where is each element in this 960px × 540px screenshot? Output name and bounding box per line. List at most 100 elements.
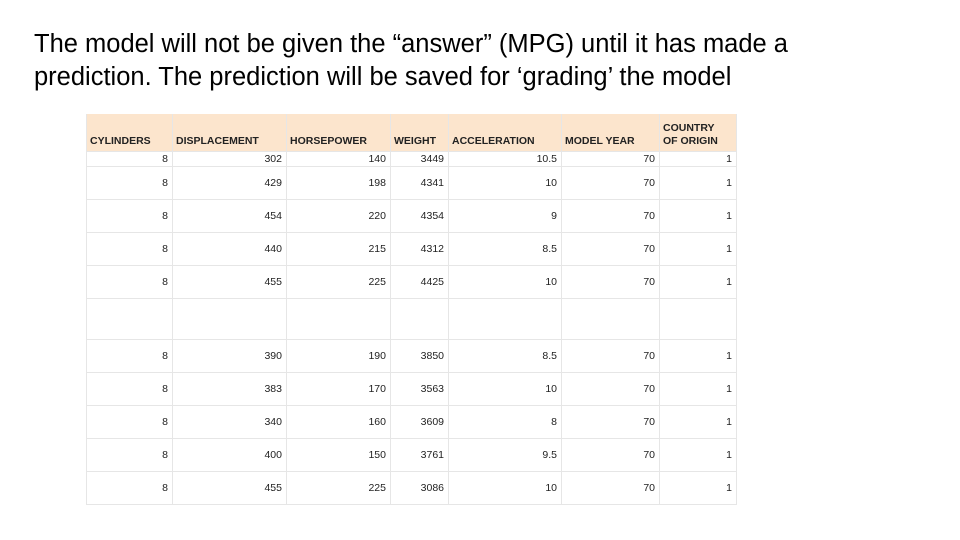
table-cell-country-of-origin: 1 [659, 471, 737, 505]
table-cell-acceleration: 8.5 [448, 232, 562, 266]
table-cell-country-of-origin [659, 298, 737, 340]
table-row: 8 302 140 3449 10.5 70 1 [86, 151, 737, 167]
table-cell-horsepower: 215 [286, 232, 391, 266]
table-cell-horsepower [286, 298, 391, 340]
table-cell-cylinders: 8 [86, 339, 173, 373]
table-row: 8 400 150 3761 9.5 70 1 [86, 438, 737, 472]
table-cell-weight: 3850 [390, 339, 449, 373]
table-cell-weight: 3563 [390, 372, 449, 406]
table-cell-weight [390, 298, 449, 340]
table-cell-acceleration: 9 [448, 199, 562, 233]
table-cell-cylinders: 8 [86, 232, 173, 266]
column-header-model-year: MODEL YEAR [561, 114, 660, 152]
table-row: 8 383 170 3563 10 70 1 [86, 372, 737, 406]
table-cell-cylinders: 8 [86, 372, 173, 406]
table-cell-cylinders: 8 [86, 405, 173, 439]
table-cell-model-year: 70 [561, 166, 660, 200]
table-cell-model-year [561, 298, 660, 340]
table-cell-horsepower: 198 [286, 166, 391, 200]
slide-title-line-1: The model will not be given the “answer”… [34, 30, 788, 58]
table-row: 8 390 190 3850 8.5 70 1 [86, 339, 737, 373]
table-cell-weight: 4354 [390, 199, 449, 233]
table-cell-model-year: 70 [561, 151, 660, 167]
table-cell-acceleration: 10.5 [448, 151, 562, 167]
table-row: 8 429 198 4341 10 70 1 [86, 166, 737, 200]
table-cell-country-of-origin: 1 [659, 151, 737, 167]
table-cell-acceleration: 8.5 [448, 339, 562, 373]
table-cell-displacement: 340 [172, 405, 287, 439]
table-row: 8 455 225 3086 10 70 1 [86, 471, 737, 505]
table-cell-weight: 3761 [390, 438, 449, 472]
table-cell-acceleration: 10 [448, 372, 562, 406]
column-header-cylinders: CYLINDERS [86, 114, 173, 152]
table-cell-displacement: 383 [172, 372, 287, 406]
table-cell-horsepower: 140 [286, 151, 391, 167]
table-cell-horsepower: 190 [286, 339, 391, 373]
table-cell-weight: 3609 [390, 405, 449, 439]
column-header-label: CYLINDERS [90, 135, 151, 147]
table-row: 8 454 220 4354 9 70 1 [86, 199, 737, 233]
table-cell-horsepower: 160 [286, 405, 391, 439]
table-cell-displacement: 429 [172, 166, 287, 200]
table-cell-model-year: 70 [561, 339, 660, 373]
table-cell-acceleration: 8 [448, 405, 562, 439]
table-cell-cylinders: 8 [86, 166, 173, 200]
table-cell-model-year: 70 [561, 471, 660, 505]
table-cell-displacement: 440 [172, 232, 287, 266]
table-cell-displacement: 390 [172, 339, 287, 373]
header-row: CYLINDERS DISPLACEMENT HORSEPOWER WEIGHT ACC… [86, 114, 737, 152]
table-cell-cylinders: 8 [86, 471, 173, 505]
table-cell-model-year: 70 [561, 405, 660, 439]
column-header-label: HORSEPOWER [290, 135, 368, 147]
table-cell-displacement: 454 [172, 199, 287, 233]
table-cell-acceleration: 9.5 [448, 438, 562, 472]
auto-mpg-data-table: CYLINDERS DISPLACEMENT HORSEPOWER WEIGHT ACC… [86, 114, 737, 505]
table-cell-horsepower: 170 [286, 372, 391, 406]
table-cell-displacement [172, 298, 287, 340]
table-cell-weight: 4312 [390, 232, 449, 266]
column-header-label: ACCELERATION [452, 135, 535, 147]
table-cell-model-year: 70 [561, 372, 660, 406]
column-header-label: DISPLACEMENT [176, 135, 259, 147]
table-cell-acceleration: 10 [448, 265, 562, 299]
table-cell-weight: 3086 [390, 471, 449, 505]
table-cell-acceleration: 10 [448, 471, 562, 505]
table-cell-displacement: 455 [172, 471, 287, 505]
table-cell-horsepower: 225 [286, 265, 391, 299]
table-cell-model-year: 70 [561, 232, 660, 266]
column-header-country-of-origin: COUNTRY OF ORIGIN [659, 114, 737, 152]
slide-title: The model will not be given the “answer”… [34, 28, 934, 94]
table-cell-country-of-origin: 1 [659, 339, 737, 373]
table-cell-horsepower: 150 [286, 438, 391, 472]
table-cell-displacement: 400 [172, 438, 287, 472]
table-cell-cylinders: 8 [86, 438, 173, 472]
table-cell-country-of-origin: 1 [659, 405, 737, 439]
table-cell-country-of-origin: 1 [659, 372, 737, 406]
table-row: 8 340 160 3609 8 70 1 [86, 405, 737, 439]
column-header-label: COUNTRY [663, 122, 715, 134]
table-row: 8 440 215 4312 8.5 70 1 [86, 232, 737, 266]
table-cell-cylinders: 8 [86, 265, 173, 299]
table-cell-model-year: 70 [561, 265, 660, 299]
table-cell-country-of-origin: 1 [659, 438, 737, 472]
table-cell-country-of-origin: 1 [659, 265, 737, 299]
table-cell-acceleration: 10 [448, 166, 562, 200]
table-cell-weight: 4425 [390, 265, 449, 299]
table-cell-model-year: 70 [561, 199, 660, 233]
table-cell-cylinders: 8 [86, 151, 173, 167]
table-cell-weight: 4341 [390, 166, 449, 200]
table-cell-cylinders: 8 [86, 199, 173, 233]
table-cell-country-of-origin: 1 [659, 199, 737, 233]
table-body: 8 302 140 3449 10.5 70 1 8 429 198 4341 10 70 1 8 454 22… [86, 151, 737, 505]
table-cell-country-of-origin: 1 [659, 166, 737, 200]
table-cell-displacement: 302 [172, 151, 287, 167]
table-cell-cylinders [86, 298, 173, 340]
table-cell-weight: 3449 [390, 151, 449, 167]
table-cell-displacement: 455 [172, 265, 287, 299]
slide-title-line-2: prediction. The prediction will be saved… [34, 63, 732, 91]
table-cell-country-of-origin: 1 [659, 232, 737, 266]
table-cell-model-year: 70 [561, 438, 660, 472]
column-header-label: WEIGHT [394, 135, 436, 147]
table-cell-horsepower: 220 [286, 199, 391, 233]
table-row: 8 455 225 4425 10 70 1 [86, 265, 737, 299]
